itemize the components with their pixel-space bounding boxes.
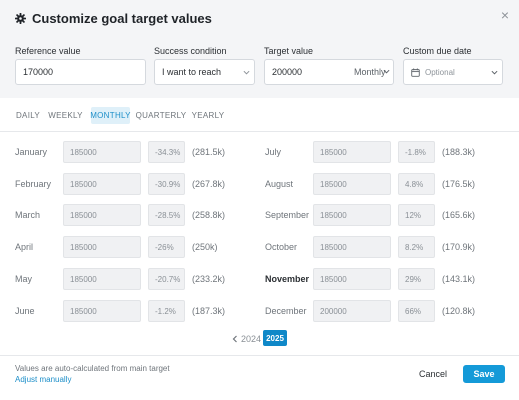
month-label-december: December xyxy=(265,306,307,316)
chevron-down-icon xyxy=(383,69,390,74)
month-percent-input[interactable]: -1.2% xyxy=(148,300,185,322)
month-value-input[interactable]: 185000 xyxy=(313,173,391,195)
month-delta: (120.8k) xyxy=(442,306,476,316)
month-label-july: July xyxy=(265,147,282,157)
month-value-input[interactable]: 185000 xyxy=(63,204,141,226)
month-label-june: June xyxy=(15,306,35,316)
month-value-input[interactable]: 200000 xyxy=(313,300,391,322)
month-value-input[interactable]: 185000 xyxy=(313,141,391,163)
tab-yearly[interactable]: YEARLY xyxy=(191,111,225,120)
month-delta: (281.5k) xyxy=(192,147,226,157)
current-year-button[interactable]: 2025 xyxy=(263,330,287,346)
month-label-november: November xyxy=(265,274,310,284)
month-delta: (250k) xyxy=(192,242,218,252)
month-percent-input[interactable]: 8.2% xyxy=(398,236,435,258)
save-button[interactable]: Save xyxy=(463,365,505,383)
success-condition-text: I want to reach xyxy=(162,67,222,77)
title-row: Customize goal target values xyxy=(15,10,212,26)
target-period-select[interactable]: Monthly xyxy=(354,67,386,77)
tab-monthly[interactable]: MONTHLY xyxy=(90,107,131,124)
month-label-january: January xyxy=(15,147,48,157)
period-tabs: DAILY WEEKLY MONTHLY QUARTERLY YEARLY xyxy=(0,98,519,132)
custom-due-date-placeholder: Optional xyxy=(425,67,455,77)
month-value-input[interactable]: 185000 xyxy=(313,204,391,226)
modal-header: Customize goal target values × Reference… xyxy=(0,0,519,98)
target-value-text: 200000 xyxy=(272,67,303,77)
chevron-down-icon xyxy=(243,70,250,75)
custom-due-date-input[interactable]: Optional xyxy=(403,59,503,85)
month-delta: (170.9k) xyxy=(442,242,476,252)
month-percent-input[interactable]: 4.8% xyxy=(398,173,435,195)
previous-year-button[interactable]: 2024 xyxy=(232,332,261,346)
close-icon[interactable]: × xyxy=(500,7,510,23)
tab-daily[interactable]: DAILY xyxy=(15,111,41,120)
month-value-input[interactable]: 185000 xyxy=(63,236,141,258)
month-percent-input[interactable]: -30.9% xyxy=(148,173,185,195)
success-condition-select[interactable]: I want to reach xyxy=(154,59,255,85)
custom-due-date-label: Custom due date xyxy=(403,46,472,56)
tab-quarterly[interactable]: QUARTERLY xyxy=(135,111,187,120)
month-label-february: February xyxy=(15,179,52,189)
cancel-button[interactable]: Cancel xyxy=(418,369,447,379)
month-delta: (143.1k) xyxy=(442,274,476,284)
tab-weekly[interactable]: WEEKLY xyxy=(48,111,83,120)
month-delta: (267.8k) xyxy=(192,179,226,189)
month-label-september: September xyxy=(265,210,310,220)
month-label-august: August xyxy=(265,179,294,189)
chevron-left-icon xyxy=(232,335,237,343)
month-value-input[interactable]: 185000 xyxy=(63,173,141,195)
month-label-may: May xyxy=(15,274,33,284)
reference-value-input[interactable]: 170000 xyxy=(15,59,146,85)
previous-year-label: 2024 xyxy=(241,334,262,344)
month-percent-input[interactable]: -34.3% xyxy=(148,141,185,163)
month-percent-input[interactable]: -20.7% xyxy=(148,268,185,290)
target-value-input[interactable]: 200000 Monthly xyxy=(264,59,394,85)
month-percent-input[interactable]: 66% xyxy=(398,300,435,322)
month-percent-input[interactable]: -28.5% xyxy=(148,204,185,226)
month-percent-input[interactable]: 29% xyxy=(398,268,435,290)
auto-calc-note: Values are auto-calculated from main tar… xyxy=(15,364,170,373)
month-value-input[interactable]: 185000 xyxy=(63,141,141,163)
month-delta: (233.2k) xyxy=(192,274,226,284)
month-delta: (187.3k) xyxy=(192,306,226,316)
month-delta: (258.8k) xyxy=(192,210,226,220)
month-value-input[interactable]: 185000 xyxy=(63,268,141,290)
month-delta: (165.6k) xyxy=(442,210,476,220)
month-value-input[interactable]: 185000 xyxy=(63,300,141,322)
month-percent-input[interactable]: 12% xyxy=(398,204,435,226)
month-delta: (176.5k) xyxy=(442,179,476,189)
month-label-april: April xyxy=(15,242,34,252)
adjust-manually-link[interactable]: Adjust manually xyxy=(15,375,72,384)
month-label-march: March xyxy=(15,210,41,220)
month-label-october: October xyxy=(265,242,298,252)
target-value-label: Target value xyxy=(264,46,314,56)
month-value-input[interactable]: 185000 xyxy=(313,236,391,258)
gear-icon xyxy=(15,12,26,24)
calendar-icon xyxy=(411,67,420,77)
modal-title: Customize goal target values xyxy=(32,10,212,26)
month-delta: (188.3k) xyxy=(442,147,476,157)
month-value-input[interactable]: 185000 xyxy=(313,268,391,290)
reference-value-text: 170000 xyxy=(23,67,54,77)
month-percent-input[interactable]: -26% xyxy=(148,236,185,258)
month-percent-input[interactable]: -1.8% xyxy=(398,141,435,163)
success-condition-label: Success condition xyxy=(154,46,227,56)
modal-footer xyxy=(0,355,519,400)
chevron-down-icon xyxy=(491,70,498,75)
reference-value-label: Reference value xyxy=(15,46,81,56)
